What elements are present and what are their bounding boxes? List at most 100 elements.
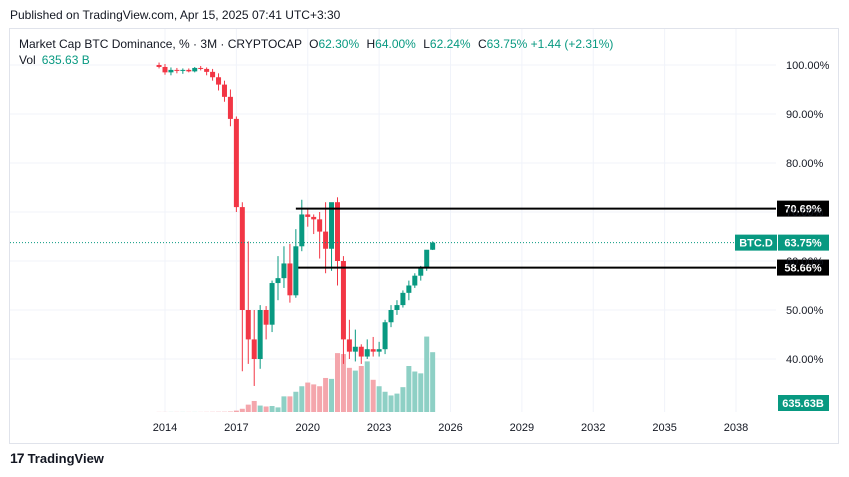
- candle-body: [275, 278, 281, 284]
- candle-body: [323, 231, 329, 249]
- candle-body: [198, 67, 204, 69]
- candle-body: [221, 84, 227, 97]
- y-tick-label: 60.00%: [786, 256, 824, 268]
- candle-body: [370, 349, 376, 352]
- candle-body: [364, 349, 370, 357]
- legend-vol-value: 635.63 B: [41, 53, 90, 67]
- volume-bar: [340, 354, 346, 412]
- volume-bar: [281, 396, 287, 412]
- x-tick-label: 2029: [510, 422, 534, 434]
- volume-bar: [317, 386, 323, 412]
- volume-bar: [323, 377, 329, 412]
- candle-body: [263, 310, 269, 325]
- last-price-label: 63.75%: [784, 238, 822, 250]
- tradingview-logo-icon: 17: [10, 450, 25, 466]
- published-line: Published on TradingView.com, Apr 15, 20…: [10, 8, 341, 22]
- candle-body: [352, 346, 358, 352]
- candle-body: [192, 67, 198, 72]
- candle-body: [412, 275, 418, 286]
- volume-bar: [382, 391, 388, 412]
- candle-body: [394, 305, 400, 310]
- candle-body: [334, 202, 340, 261]
- candle-body: [305, 214, 311, 217]
- legend-open-label: O: [309, 37, 319, 51]
- candle-body: [311, 216, 317, 220]
- legend-symbol: Market Cap BTC Dominance, % · 3M · CRYPT…: [19, 37, 302, 51]
- volume-bar: [370, 379, 376, 412]
- volume-bar: [394, 393, 400, 412]
- y-tick-label: 40.00%: [786, 354, 824, 366]
- candle-body: [317, 219, 323, 232]
- candle-body: [406, 285, 412, 293]
- volume-bar: [299, 386, 305, 412]
- candle-body: [168, 69, 174, 73]
- candle-body: [239, 207, 245, 310]
- candle-body: [257, 310, 263, 359]
- volume-bar: [239, 408, 245, 412]
- x-tick-label: 2017: [224, 422, 248, 434]
- candle-body: [210, 71, 216, 78]
- symbol-tag: [735, 234, 777, 251]
- volume-bar: [263, 406, 269, 412]
- y-tick-label: 80.00%: [786, 158, 824, 170]
- volume-bar: [311, 384, 317, 412]
- volume-tag: [778, 395, 829, 411]
- legend-high: 64.00%: [375, 37, 416, 51]
- volume-bar: [430, 352, 436, 412]
- candle-body: [233, 118, 239, 208]
- candle-body: [204, 68, 210, 72]
- y-tick-label: 90.00%: [786, 109, 824, 121]
- y-tick-label: 100.00%: [786, 60, 830, 72]
- volume-bar: [412, 371, 418, 412]
- volume-bar: [329, 378, 335, 412]
- legend-low-label: L: [423, 37, 430, 51]
- x-tick-label: 2032: [581, 422, 605, 434]
- candle-body: [156, 65, 162, 67]
- candle-body: [400, 292, 406, 306]
- level-tag: [777, 200, 829, 217]
- volume-bar: [287, 396, 293, 412]
- legend-close-label: C: [477, 37, 487, 51]
- candle-body: [299, 214, 305, 247]
- volume-bar: [334, 353, 340, 412]
- volume-bar: [251, 400, 257, 412]
- candle-body: [424, 249, 430, 269]
- candle-body: [376, 349, 382, 352]
- candle-body: [293, 246, 299, 296]
- legend-change: +1.44 (+2.31%): [530, 37, 614, 51]
- candle-body: [382, 322, 388, 350]
- volume-bar: [293, 391, 299, 412]
- candle-body: [388, 310, 394, 323]
- volume-bar: [400, 387, 406, 412]
- candle-body: [346, 339, 352, 352]
- tradingview-brand: TradingView: [27, 450, 104, 466]
- candle-body: [251, 339, 257, 359]
- legend-high-label: H: [366, 37, 376, 51]
- volume-bar: [305, 382, 311, 412]
- volume-bar: [376, 386, 382, 412]
- volume-bar: [424, 336, 430, 412]
- x-tick-label: 2026: [438, 422, 462, 434]
- legend-open: 62.30%: [318, 37, 360, 51]
- candle-body: [227, 96, 233, 119]
- candle-body: [269, 283, 275, 325]
- y-tick-label: 50.00%: [786, 305, 824, 317]
- candle-body: [329, 202, 335, 249]
- level-tag: [777, 259, 829, 276]
- tradingview-footer[interactable]: 17 TradingView: [10, 450, 104, 466]
- volume-bar: [245, 404, 251, 412]
- candle-body: [358, 346, 364, 357]
- x-tick-label: 2023: [367, 422, 391, 434]
- candle-body: [287, 263, 293, 296]
- last-price-tag: [778, 234, 829, 251]
- volume-bar: [346, 367, 352, 412]
- candle-body: [418, 268, 424, 276]
- level-tag-label: 58.66%: [784, 263, 822, 275]
- x-tick-label: 2038: [724, 422, 748, 434]
- candle-body: [430, 242, 436, 250]
- candle-body: [216, 77, 222, 85]
- candle-body: [245, 310, 251, 340]
- symbol-tag-label: BTC.D: [739, 238, 773, 250]
- candle-body: [186, 69, 192, 72]
